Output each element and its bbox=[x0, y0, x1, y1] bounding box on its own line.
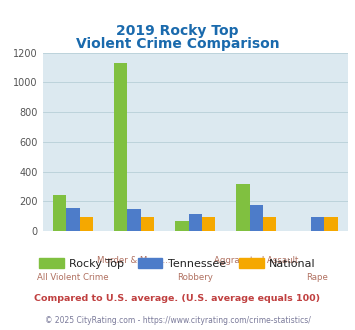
Text: 2019 Rocky Top: 2019 Rocky Top bbox=[116, 24, 239, 38]
Text: Murder & Mans...: Murder & Mans... bbox=[97, 256, 171, 265]
Bar bbox=[263, 217, 277, 231]
Bar bbox=[127, 209, 141, 231]
Bar bbox=[53, 195, 66, 231]
Text: Compared to U.S. average. (U.S. average equals 100): Compared to U.S. average. (U.S. average … bbox=[34, 294, 321, 303]
Bar bbox=[80, 217, 93, 231]
Text: Violent Crime Comparison: Violent Crime Comparison bbox=[76, 37, 279, 51]
Bar bbox=[250, 205, 263, 231]
Bar bbox=[66, 208, 80, 231]
Text: © 2025 CityRating.com - https://www.cityrating.com/crime-statistics/: © 2025 CityRating.com - https://www.city… bbox=[45, 316, 310, 325]
Bar bbox=[175, 220, 189, 231]
Bar bbox=[236, 184, 250, 231]
Text: Aggravated Assault: Aggravated Assault bbox=[214, 256, 299, 265]
Bar bbox=[311, 217, 324, 231]
Bar bbox=[189, 214, 202, 231]
Bar bbox=[114, 63, 127, 231]
Text: All Violent Crime: All Violent Crime bbox=[37, 273, 109, 282]
Bar bbox=[324, 217, 338, 231]
Bar bbox=[202, 217, 215, 231]
Text: Robbery: Robbery bbox=[177, 273, 213, 282]
Bar bbox=[141, 217, 154, 231]
Legend: Rocky Top, Tennessee, National: Rocky Top, Tennessee, National bbox=[35, 254, 320, 273]
Text: Rape: Rape bbox=[306, 273, 328, 282]
